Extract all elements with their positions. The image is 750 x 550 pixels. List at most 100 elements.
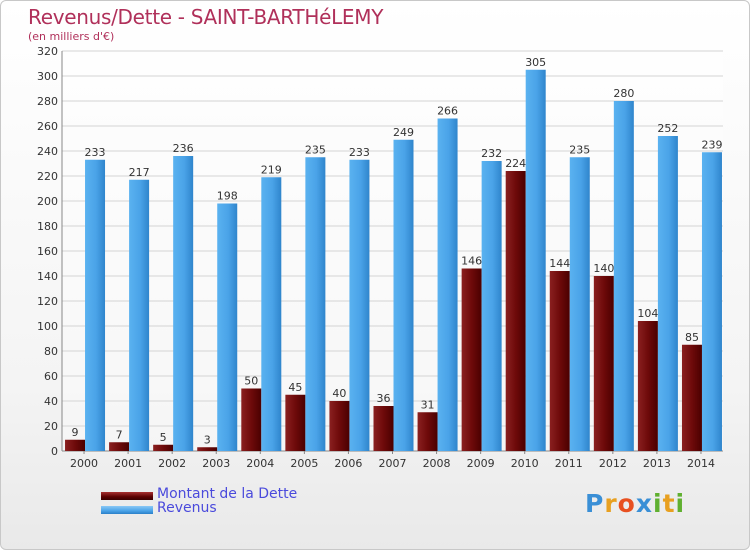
bar-debt: [329, 401, 350, 451]
bar-revenue: [613, 101, 634, 451]
bar-revenue: [217, 203, 238, 451]
bar-debt: [285, 394, 306, 451]
y-tick-label: 140: [37, 270, 58, 283]
bar-revenue: [349, 159, 370, 451]
logo-letter: x: [635, 489, 653, 518]
chart-subtitle: (en milliers d'€): [28, 30, 115, 43]
y-tick-label: 20: [44, 420, 58, 433]
data-label-debt: 3: [204, 433, 211, 446]
y-tick-label: 120: [37, 295, 58, 308]
bar-revenue: [657, 136, 678, 451]
bar-revenue: [305, 157, 326, 451]
data-label-debt: 140: [593, 262, 614, 275]
proxiti-logo: Proxiti: [585, 489, 685, 518]
data-label-debt: 144: [549, 257, 570, 270]
bar-debt: [637, 321, 658, 451]
data-label-revenue: 305: [525, 56, 546, 69]
chart-title: Revenus/Dette - SAINT-BARTHéLEMY: [28, 5, 384, 29]
data-label-debt: 85: [685, 331, 699, 344]
data-label-revenue: 252: [657, 122, 678, 135]
x-tick-label: 2008: [423, 457, 451, 470]
data-label-revenue: 239: [701, 138, 722, 151]
bar-debt: [417, 412, 438, 451]
bar-debt: [461, 268, 482, 451]
y-tick-label: 40: [44, 395, 58, 408]
bar-debt: [373, 406, 394, 451]
y-tick-label: 300: [37, 70, 58, 83]
y-tick-label: 260: [37, 120, 58, 133]
x-tick-label: 2003: [202, 457, 230, 470]
bar-revenue: [261, 177, 282, 451]
y-tick-label: 60: [44, 370, 58, 383]
y-tick-label: 220: [37, 170, 58, 183]
bar-debt: [549, 271, 570, 451]
y-tick-label: 160: [37, 245, 58, 258]
y-tick-label: 0: [51, 445, 58, 458]
bar-revenue: [481, 161, 502, 451]
data-label-revenue: 198: [217, 190, 238, 203]
data-label-revenue: 236: [173, 142, 194, 155]
data-label-debt: 224: [505, 157, 526, 170]
x-tick-label: 2011: [555, 457, 583, 470]
data-label-revenue: 235: [305, 143, 326, 156]
data-label-debt: 45: [288, 381, 302, 394]
bar-revenue: [129, 179, 150, 451]
x-tick-label: 2012: [599, 457, 627, 470]
y-tick-label: 280: [37, 95, 58, 108]
bar-revenue: [569, 157, 590, 451]
data-label-debt: 104: [637, 307, 658, 320]
data-label-revenue: 249: [393, 126, 414, 139]
x-tick-label: 2001: [114, 457, 142, 470]
y-tick-label: 200: [37, 195, 58, 208]
logo-letter: i: [653, 489, 663, 518]
data-label-revenue: 232: [481, 147, 502, 160]
data-label-debt: 31: [421, 398, 435, 411]
legend-swatch-revenue: [101, 506, 153, 514]
data-label-debt: 146: [461, 255, 482, 268]
data-label-revenue: 266: [437, 105, 458, 118]
bar-debt: [241, 388, 262, 451]
bar-debt: [65, 439, 86, 451]
bar-debt: [593, 276, 614, 451]
x-tick-label: 2005: [290, 457, 318, 470]
bar-debt: [109, 442, 130, 451]
y-tick-label: 80: [44, 345, 58, 358]
data-label-debt: 50: [244, 375, 258, 388]
bar-debt: [681, 344, 702, 451]
x-tick-label: 2009: [467, 457, 495, 470]
logo-letter: P: [585, 489, 605, 518]
bar-revenue: [173, 156, 194, 451]
y-tick-label: 100: [37, 320, 58, 333]
y-tick-label: 240: [37, 145, 58, 158]
data-label-revenue: 219: [261, 163, 282, 176]
logo-letter: o: [617, 489, 636, 518]
data-label-revenue: 217: [129, 166, 150, 179]
y-tick-label: 320: [37, 45, 58, 58]
bar-revenue: [701, 152, 722, 451]
legend-swatch-debt: [101, 492, 153, 500]
x-tick-label: 2014: [687, 457, 715, 470]
x-tick-label: 2004: [246, 457, 274, 470]
data-label-revenue: 280: [613, 87, 634, 100]
data-label-revenue: 235: [569, 143, 590, 156]
data-label-debt: 9: [72, 426, 79, 439]
x-tick-label: 2013: [643, 457, 671, 470]
x-tick-label: 2010: [511, 457, 539, 470]
bar-debt: [505, 171, 526, 451]
data-label-revenue: 233: [349, 146, 370, 159]
data-label-debt: 7: [116, 428, 123, 441]
logo-letter: t: [662, 489, 676, 518]
bar-revenue: [525, 69, 546, 451]
x-tick-label: 2002: [158, 457, 186, 470]
logo-letter: i: [675, 489, 686, 518]
bar-debt: [197, 447, 218, 451]
x-tick-label: 2000: [70, 457, 98, 470]
bar-revenue: [85, 159, 106, 451]
y-tick-label: 180: [37, 220, 58, 233]
data-label-debt: 36: [377, 392, 391, 405]
x-tick-label: 2006: [334, 457, 362, 470]
bar-revenue: [437, 118, 458, 451]
legend-label-debt: Montant de la Dette: [157, 486, 298, 502]
